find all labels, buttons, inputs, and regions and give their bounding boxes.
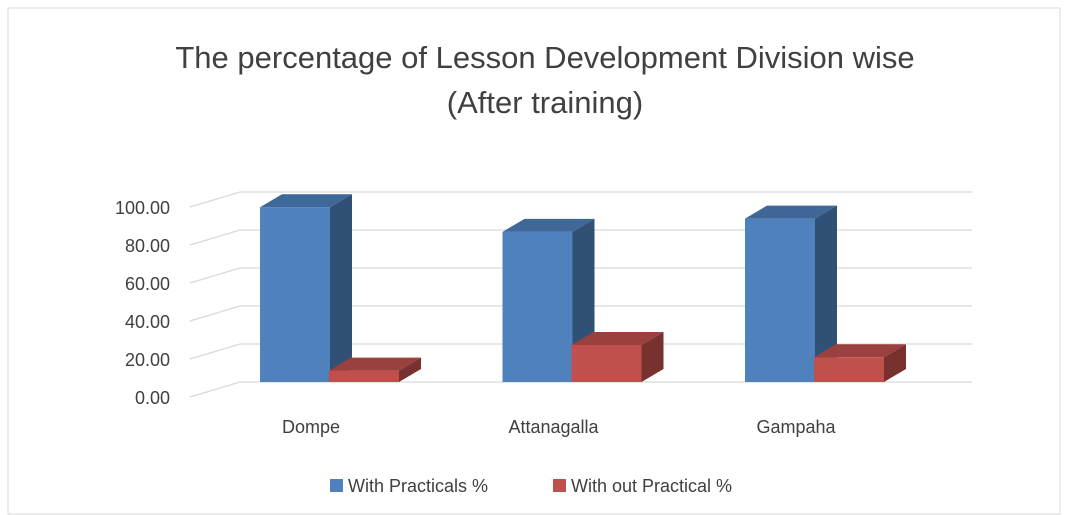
bar-side: [399, 357, 421, 382]
bar: [329, 357, 421, 382]
y-tick-label: 20.00: [125, 350, 170, 370]
legend-swatch: [330, 479, 343, 492]
grid-line: [189, 305, 972, 322]
chart-title: The percentage of Lesson Development Div…: [175, 40, 914, 75]
legend-label: With out Practical %: [571, 476, 732, 496]
bar-front: [814, 357, 884, 382]
chart-subtitle: (After training): [447, 85, 643, 120]
bar-front: [571, 344, 642, 382]
bar-top: [329, 357, 421, 371]
bar-front: [329, 370, 399, 382]
bar-front: [502, 231, 573, 382]
y-tick-label: 0.00: [135, 388, 170, 408]
bar: [745, 205, 837, 382]
grid-line: [189, 381, 972, 398]
bar-top: [502, 218, 595, 232]
x-tick-label: Gampaha: [756, 417, 836, 437]
grid-line: [189, 229, 972, 246]
bar-side: [641, 331, 664, 382]
y-tick-label: 100.00: [115, 198, 170, 218]
bar-side: [815, 205, 837, 382]
bar-side: [330, 194, 352, 382]
bar-front: [745, 218, 815, 382]
x-tick-label: Attanagalla: [508, 417, 599, 437]
legend-swatch: [553, 479, 566, 492]
bar-top: [814, 344, 906, 358]
y-tick-label: 40.00: [125, 312, 170, 332]
bar: [260, 194, 352, 382]
bar-top: [571, 331, 664, 345]
bar-top: [745, 205, 837, 219]
bar-front: [260, 207, 330, 382]
grid-line: [189, 191, 972, 208]
grid-line: [189, 267, 972, 284]
bar-top: [260, 194, 352, 208]
bar: [814, 344, 906, 382]
legend-label: With Practicals %: [348, 476, 488, 496]
x-tick-label: Dompe: [282, 417, 340, 437]
bar-side: [884, 344, 906, 382]
bar: [571, 331, 664, 382]
grid-line: [189, 343, 972, 360]
y-tick-label: 80.00: [125, 236, 170, 256]
y-tick-label: 60.00: [125, 274, 170, 294]
